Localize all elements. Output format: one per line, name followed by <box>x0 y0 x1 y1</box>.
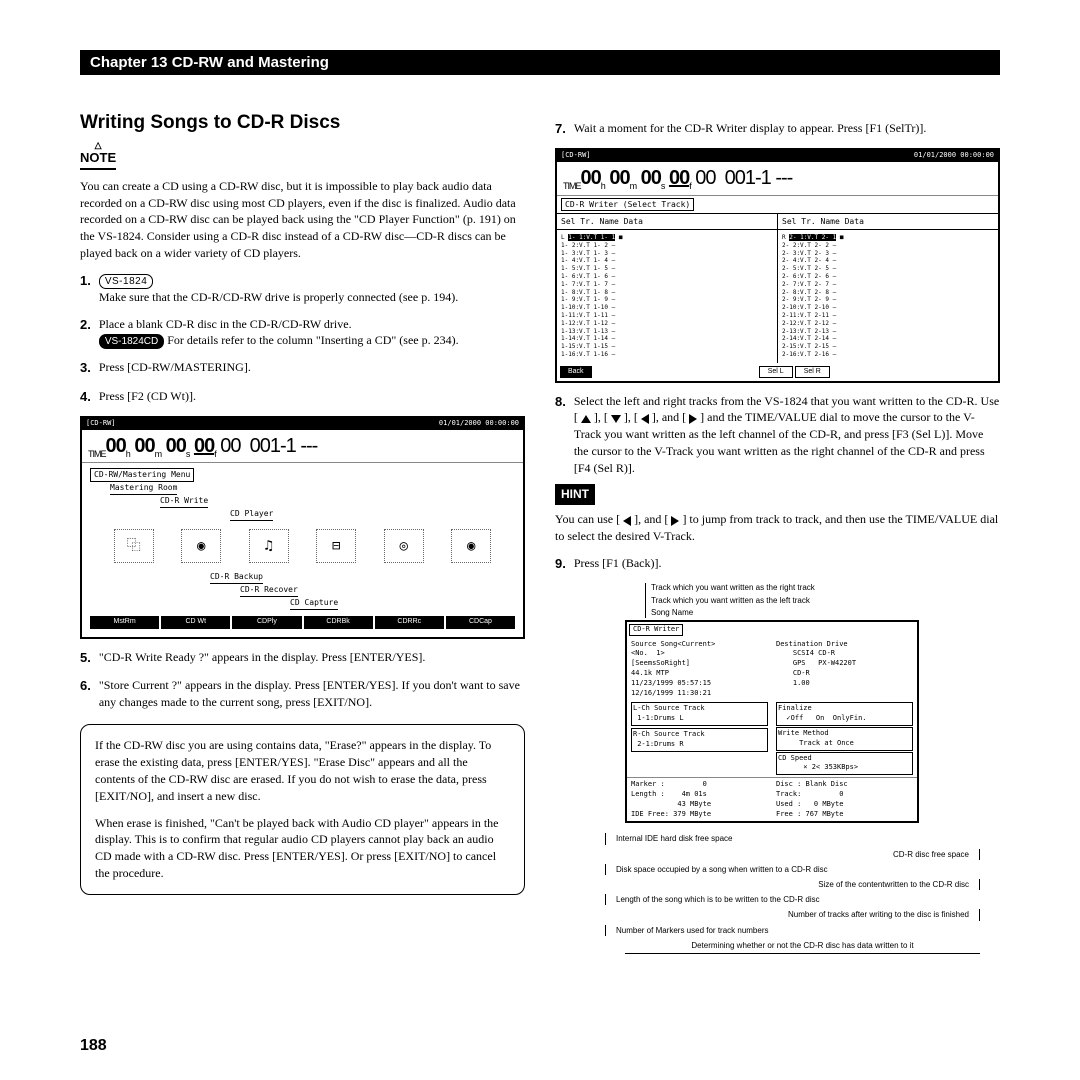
left-icon <box>623 516 631 526</box>
left-column: Writing Songs to CD-R Discs NOTE You can… <box>80 110 525 954</box>
track-list-right: R 2- 1:V.T 2- 1 ■ 2- 2:V.T 2- 2 – 2- 3:V… <box>778 230 998 363</box>
menu-item: CD Capture <box>290 597 338 610</box>
eq-icon: ⿻ <box>114 529 154 563</box>
step-text: Press [CD-RW/MASTERING]. <box>99 359 525 377</box>
step-number: 1. <box>80 272 91 306</box>
track-list-left: L 1- 1:V.T 1- 1 ■ 1- 2:V.T 1- 2 – 1- 3:V… <box>557 230 777 363</box>
note-icon: ♫ <box>249 529 289 563</box>
screen-header-right: 01/01/2000 00:00:00 <box>914 151 994 161</box>
left-icon <box>641 414 649 424</box>
info-p2: When erase is finished, "Can't be played… <box>95 815 510 882</box>
screen-2: [CD-RW] 01/01/2000 00:00:00 TIME00h 00m 0… <box>555 148 1000 382</box>
step-number: 8. <box>555 393 566 477</box>
marker-info: Marker : 0 Length : 4m 01s 43 MByte IDE … <box>631 780 768 819</box>
callout-label: Length of the song which is to be writte… <box>616 895 820 904</box>
step-number: 3. <box>80 359 91 377</box>
step-number: 6. <box>80 677 91 711</box>
step-text: "Store Current ?" appears in the display… <box>99 677 525 711</box>
finalize-box: Finalize ✓Off On OnlyFin. <box>776 702 913 726</box>
menu-item: CD-R Write <box>160 495 208 508</box>
screen-timecode: TIME00h 00m 00s 00f 00 001-1 --- <box>557 162 998 196</box>
callout-label: Internal IDE hard disk free space <box>616 834 733 843</box>
down-icon <box>611 415 621 423</box>
screen-header-right: 01/01/2000 00:00:00 <box>439 419 519 429</box>
drive-icon: ⊟ <box>316 529 356 563</box>
dest-info: Destination Drive SCSI4 CD-R GPS PX-W422… <box>776 640 913 699</box>
lch-box: L-Ch Source Track 1-1:Drums L <box>631 702 768 726</box>
chapter-header: Chapter 13 CD-RW and Mastering <box>80 50 1000 75</box>
vs-badge-dark: VS-1824CD <box>99 334 164 349</box>
callout-label: Determining whether or not the CD-R disc… <box>691 941 913 950</box>
callout-label: Track which you want written as the left… <box>651 596 1000 606</box>
main-title: Writing Songs to CD-R Discs <box>80 110 525 137</box>
restore-icon: ◎ <box>384 529 424 563</box>
right-icon <box>689 414 697 424</box>
menu-item: CD Player <box>230 508 273 521</box>
page-number: 188 <box>80 1037 107 1055</box>
callout-label: Disk space occupied by a song when writt… <box>616 865 828 874</box>
menu-title: CD-RW/Mastering Menu <box>90 468 194 482</box>
table-header: Sel Tr. Name Data <box>557 214 777 230</box>
disc-icon: ◉ <box>181 529 221 563</box>
info-p1: If the CD-RW disc you are using contains… <box>95 737 510 804</box>
step-text: Press [F2 (CD Wt)]. <box>99 388 525 406</box>
callout-label: Song Name <box>651 608 1000 618</box>
info-box: If the CD-RW disc you are using contains… <box>80 724 525 894</box>
hint-icon: HINT <box>555 484 595 505</box>
note-text: You can create a CD using a CD-RW disc, … <box>80 178 525 262</box>
menu-item: CD-R Recover <box>240 584 298 597</box>
vs-badge: VS-1824 <box>99 274 153 289</box>
cd-speed-box: CD Speed × 2< 353KBps> <box>776 752 913 776</box>
right-column: 7. Wait a moment for the CD-R Writer disp… <box>555 110 1000 954</box>
step-number: 4. <box>80 388 91 406</box>
step-text: Wait a moment for the CD-R Writer displa… <box>574 120 1000 138</box>
hint-text: You can use [ ], and [ ] to jump from tr… <box>555 511 1000 545</box>
screen-timecode: TIME00h 00m 00s 00f 00 001-1 --- <box>82 430 523 464</box>
callout-label: CD-R disc free space <box>893 850 969 859</box>
screen-header-left: [CD-RW] <box>561 151 591 161</box>
back-button: Back <box>560 366 592 378</box>
step-number: 2. <box>80 316 91 350</box>
step-number: 9. <box>555 555 566 573</box>
screen-subtitle: CD-R Writer (Select Track) <box>561 198 694 211</box>
step-text: Place a blank CD-R disc in the CD-R/CD-R… <box>99 317 352 331</box>
menu-item: CD-R Backup <box>210 571 263 584</box>
cd-writer-diagram: Track which you want written as the righ… <box>555 583 1000 954</box>
screen-header-left: [CD-RW] <box>86 419 116 429</box>
step-number: 7. <box>555 120 566 138</box>
write-method-box: Write Method Track at Once <box>776 727 913 751</box>
step-text: Make sure that the CD-R/CD-RW drive is p… <box>99 290 458 304</box>
sel-r-button: Sel R <box>795 366 830 378</box>
menu-item: Mastering Room <box>110 482 177 495</box>
callout-label: Track which you want written as the righ… <box>651 583 1000 593</box>
disc-info: Disc : Blank Disc Track: 0 Used : 0 MByt… <box>776 780 913 819</box>
callout-label: Number of tracks after writing to the di… <box>788 910 969 919</box>
step-text: "CD-R Write Ready ?" appears in the disp… <box>99 649 525 667</box>
sel-l-button: Sel L <box>759 366 793 378</box>
step-number: 5. <box>80 649 91 667</box>
capture-icon: ◉ <box>451 529 491 563</box>
step-text: Select the left and right tracks from th… <box>574 393 1000 477</box>
up-icon <box>581 415 591 423</box>
source-info: Source Song<Current> <No. 1> [SeemsSoRig… <box>631 640 768 699</box>
screen-1: [CD-RW] 01/01/2000 00:00:00 TIME00h 00m 0… <box>80 416 525 639</box>
step-text: Press [F1 (Back)]. <box>574 555 1000 573</box>
callout-label: Size of the contentwritten to the CD-R d… <box>818 880 969 889</box>
note-icon: NOTE <box>80 149 116 170</box>
button-row: MstRmCD WtCDPlyCDRBkCDRRcCDCap <box>90 616 515 629</box>
table-header: Sel Tr. Name Data <box>778 214 998 230</box>
step-text: For details refer to the column "Inserti… <box>164 333 458 347</box>
diagram-title: CD-R Writer <box>629 624 683 636</box>
rch-box: R-Ch Source Track 2-1:Drums R <box>631 728 768 752</box>
callout-label: Number of Markers used for track numbers <box>616 926 769 935</box>
